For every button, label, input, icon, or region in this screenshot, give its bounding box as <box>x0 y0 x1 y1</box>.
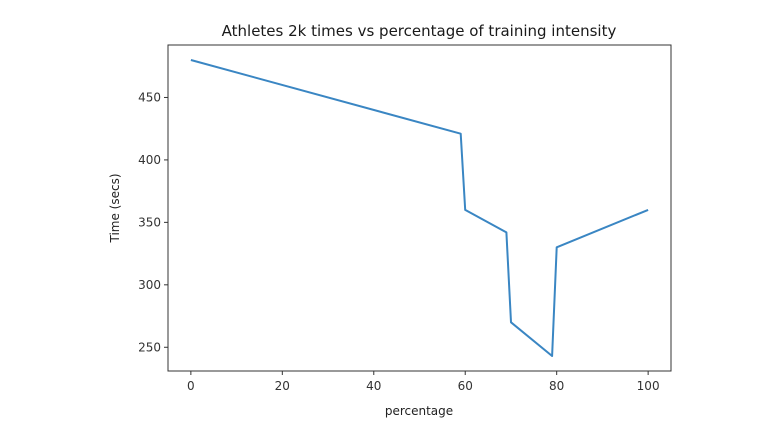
y-tick-label: 450 <box>138 90 161 104</box>
y-tick-label: 400 <box>138 153 161 167</box>
x-tick-label: 0 <box>187 379 195 393</box>
y-axis-label: Time (secs) <box>108 173 122 243</box>
x-axis-ticks: 0 20 40 60 80 100 <box>187 371 660 393</box>
y-tick-label: 250 <box>138 340 161 354</box>
axes-frame <box>167 44 672 372</box>
x-tick-label: 60 <box>458 379 473 393</box>
y-tick-label: 350 <box>138 215 161 229</box>
y-tick-label: 300 <box>138 278 161 292</box>
data-line <box>190 59 649 357</box>
x-tick-label: 100 <box>637 379 660 393</box>
x-tick-label: 40 <box>366 379 381 393</box>
y-axis-ticks: 250 300 350 400 450 <box>138 90 168 354</box>
x-axis-label: percentage <box>385 404 453 418</box>
x-tick-label: 80 <box>549 379 564 393</box>
x-tick-label: 20 <box>275 379 290 393</box>
plot-area <box>190 59 649 357</box>
chart-title: Athletes 2k times vs percentage of train… <box>222 22 617 40</box>
